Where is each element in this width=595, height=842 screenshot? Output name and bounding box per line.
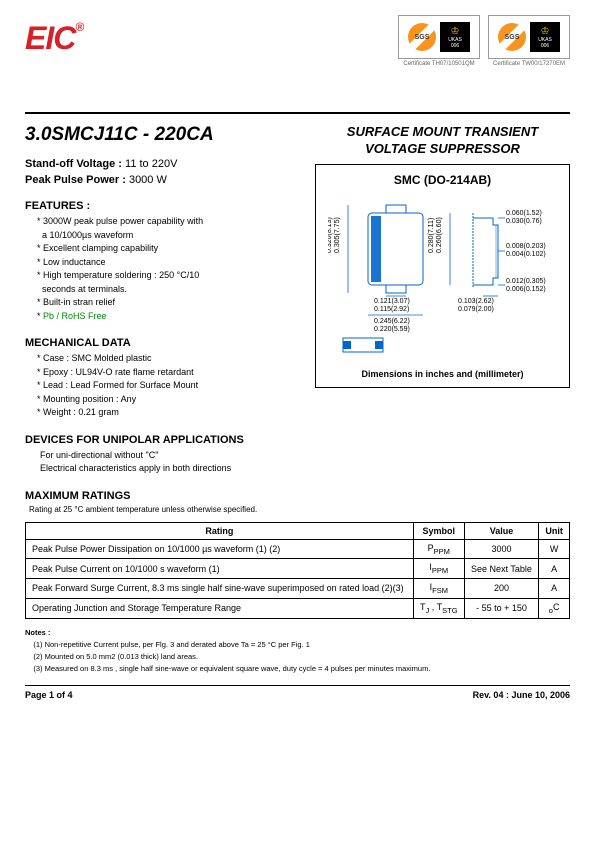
features-heading: FEATURES :	[25, 200, 300, 212]
mechanical-heading: MECHANICAL DATA	[25, 337, 300, 349]
features-list: * 3000W peak pulse power capability with…	[25, 215, 300, 323]
cert-badge-2: SGS ♔UKAS006	[488, 15, 570, 59]
ratings-table: Rating Symbol Value Unit Peak Pulse Powe…	[25, 522, 570, 619]
svg-text:0.012(0.305): 0.012(0.305)	[506, 278, 546, 285]
devices-heading: DEVICES FOR UNIPOLAR APPLICATIONS	[25, 434, 300, 446]
standoff-voltage: Stand-off Voltage : 11 to 220V	[25, 158, 300, 170]
svg-text:0.060(1.52): 0.060(1.52)	[506, 210, 542, 217]
cert-badge-1: SGS ♔UKAS006	[398, 15, 480, 59]
divider	[25, 112, 570, 114]
table-row: Peak Forward Surge Current, 8.3 ms singl…	[26, 579, 570, 599]
svg-text:0.121(3.07): 0.121(3.07)	[374, 298, 410, 305]
svg-text:0.115(2.92): 0.115(2.92)	[374, 306, 409, 313]
col-value: Value	[464, 522, 538, 539]
package-caption: Dimensions in inches and (millimeter)	[324, 369, 561, 379]
svg-text:0.008(0.203): 0.008(0.203)	[506, 243, 546, 250]
peak-power: Peak Pulse Power : 3000 W	[25, 174, 300, 186]
package-drawing: 0.060(1.52) 0.030(0.76) 0.008(0.203) 0.0…	[328, 193, 558, 358]
svg-text:0.030(0.76): 0.030(0.76)	[506, 218, 542, 225]
svg-text:0.006(0.152): 0.006(0.152)	[506, 286, 546, 293]
page-footer: Page 1 of 4 Rev. 04 : June 10, 2006	[25, 685, 570, 700]
svg-text:0.220(5.59): 0.220(5.59)	[374, 326, 410, 333]
cert-label-1: Certificate TH07/10501QM	[398, 61, 480, 67]
svg-text:0.245(6.22): 0.245(6.22)	[374, 318, 410, 325]
notes-section: Notes : (1) Non-repetitive Current pulse…	[25, 627, 570, 675]
svg-text:0.280(7.11): 0.280(7.11)	[428, 217, 435, 252]
ratings-condition: Rating at 25 °C ambient temperature unle…	[25, 505, 570, 514]
table-row: Peak Pulse Power Dissipation on 10/1000 …	[26, 539, 570, 559]
col-rating: Rating	[26, 522, 414, 539]
devices-text: For uni-directional without "C" Electric…	[25, 449, 300, 476]
svg-text:0.305(7.75): 0.305(7.75)	[334, 217, 341, 253]
col-symbol: Symbol	[413, 522, 464, 539]
ratings-heading: MAXIMUM RATINGS	[25, 490, 570, 502]
product-title: SURFACE MOUNT TRANSIENT VOLTAGE SUPPRESS…	[315, 124, 570, 158]
svg-text:0.079(2.00): 0.079(2.00)	[458, 306, 494, 313]
brand-logo: EIC®	[25, 20, 83, 57]
cert-label-2: Certificate TW00/17270EM	[488, 61, 570, 67]
svg-text:0.004(0.102): 0.004(0.102)	[506, 251, 546, 258]
package-title: SMC (DO-214AB)	[324, 173, 561, 187]
table-row: Operating Junction and Storage Temperatu…	[26, 598, 570, 618]
part-number: 3.0SMCJ11C - 220CA	[25, 124, 300, 146]
svg-text:0.103(2.62): 0.103(2.62)	[458, 298, 494, 305]
page-number: Page 1 of 4	[25, 690, 73, 700]
table-row: Peak Pulse Current on 10/1000 s waveform…	[26, 559, 570, 579]
mechanical-list: * Case : SMC Molded plastic * Epoxy : UL…	[25, 352, 300, 420]
package-diagram-box: SMC (DO-214AB) 0.060(1.52) 0.030(0.76)	[315, 164, 570, 388]
col-unit: Unit	[539, 522, 570, 539]
svg-text:0.260(6.60): 0.260(6.60)	[436, 217, 443, 253]
svg-text:0.320(8.13): 0.320(8.13)	[328, 217, 333, 253]
revision-date: Rev. 04 : June 10, 2006	[473, 690, 570, 700]
certificates: SGS ♔UKAS006 Certificate TH07/10501QM SG…	[398, 15, 570, 67]
